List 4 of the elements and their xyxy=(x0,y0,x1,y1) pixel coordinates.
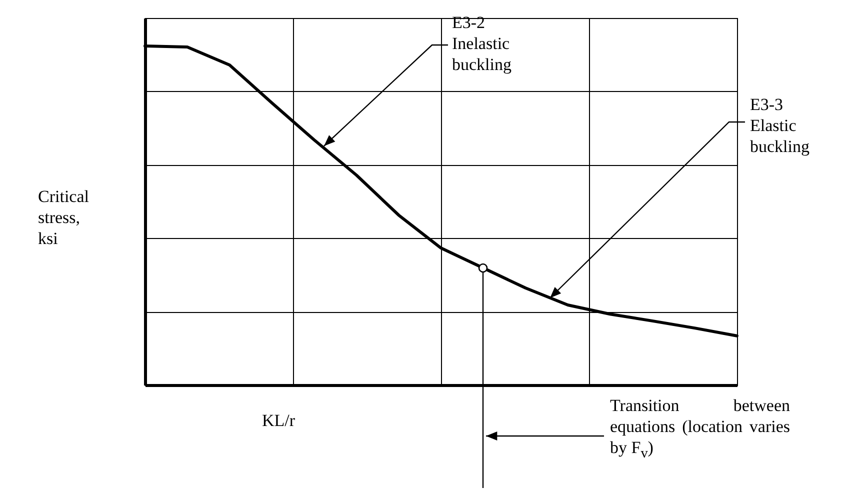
text: E3-3 Elastic buckling xyxy=(750,94,810,157)
x-axis-title: KL/r xyxy=(262,410,296,431)
text: Transition between equations (location varies by F$_{v}$) xyxy=(610,395,790,464)
y-axis-title: Critical stress, ksi xyxy=(38,186,90,249)
